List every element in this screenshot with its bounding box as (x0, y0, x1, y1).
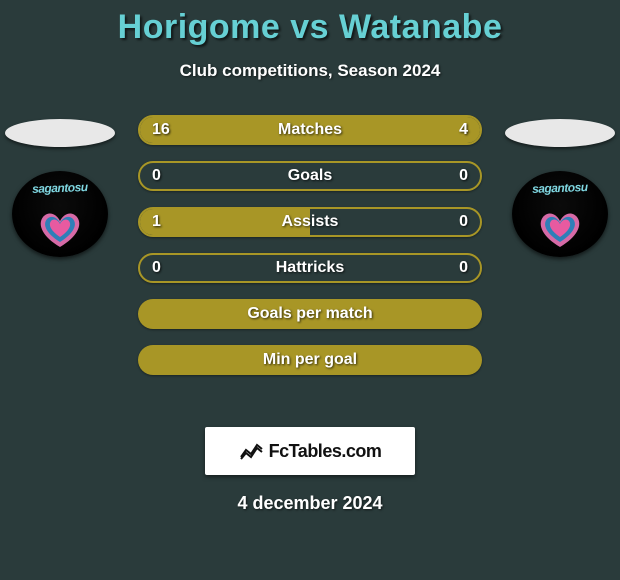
player-photo-placeholder (505, 119, 615, 147)
stat-bars: 164Matches00Goals10Assists00HattricksGoa… (138, 115, 482, 375)
badge-text: sagantosu (20, 180, 101, 207)
brand-icon (239, 441, 263, 461)
heart-icon (533, 209, 587, 249)
page-subtitle: Club competitions, Season 2024 (0, 61, 620, 81)
stat-bar: 0 0Hattricks (138, 253, 482, 283)
stat-value-right: 0 (459, 163, 468, 189)
bar-fill-left (140, 117, 412, 143)
comparison-card: Horigome vs Watanabe Club competitions, … (0, 0, 620, 514)
page-title: Horigome vs Watanabe (0, 8, 620, 47)
club-badge-left: sagantosu (12, 171, 108, 259)
stat-bar: 10Assists (138, 207, 482, 237)
bar-fill-right (412, 117, 480, 143)
stat-bar: 0 0Goals (138, 161, 482, 191)
comparison-viz: sagantosu sagantosu (0, 115, 620, 415)
stat-value-right: 0 (459, 255, 468, 281)
bar-fill-left (140, 209, 310, 235)
stat-value-right: 0 (459, 209, 468, 235)
stat-bar-full: Min per goal (138, 345, 482, 375)
stat-value-left: 0 (152, 163, 161, 189)
stat-label: Hattricks (140, 255, 480, 281)
stat-value-left: 0 (152, 255, 161, 281)
club-badge-right: sagantosu (512, 171, 608, 259)
player-photo-placeholder (5, 119, 115, 147)
player-left: sagantosu (0, 115, 120, 259)
stat-bar: 164Matches (138, 115, 482, 145)
date-text: 4 december 2024 (0, 493, 620, 514)
heart-icon (33, 209, 87, 249)
brand-text: FcTables.com (269, 441, 382, 462)
stat-bar-full: Goals per match (138, 299, 482, 329)
brand-box: FcTables.com (205, 427, 415, 475)
stat-label: Goals (140, 163, 480, 189)
player-right: sagantosu (500, 115, 620, 259)
badge-text: sagantosu (520, 180, 601, 207)
